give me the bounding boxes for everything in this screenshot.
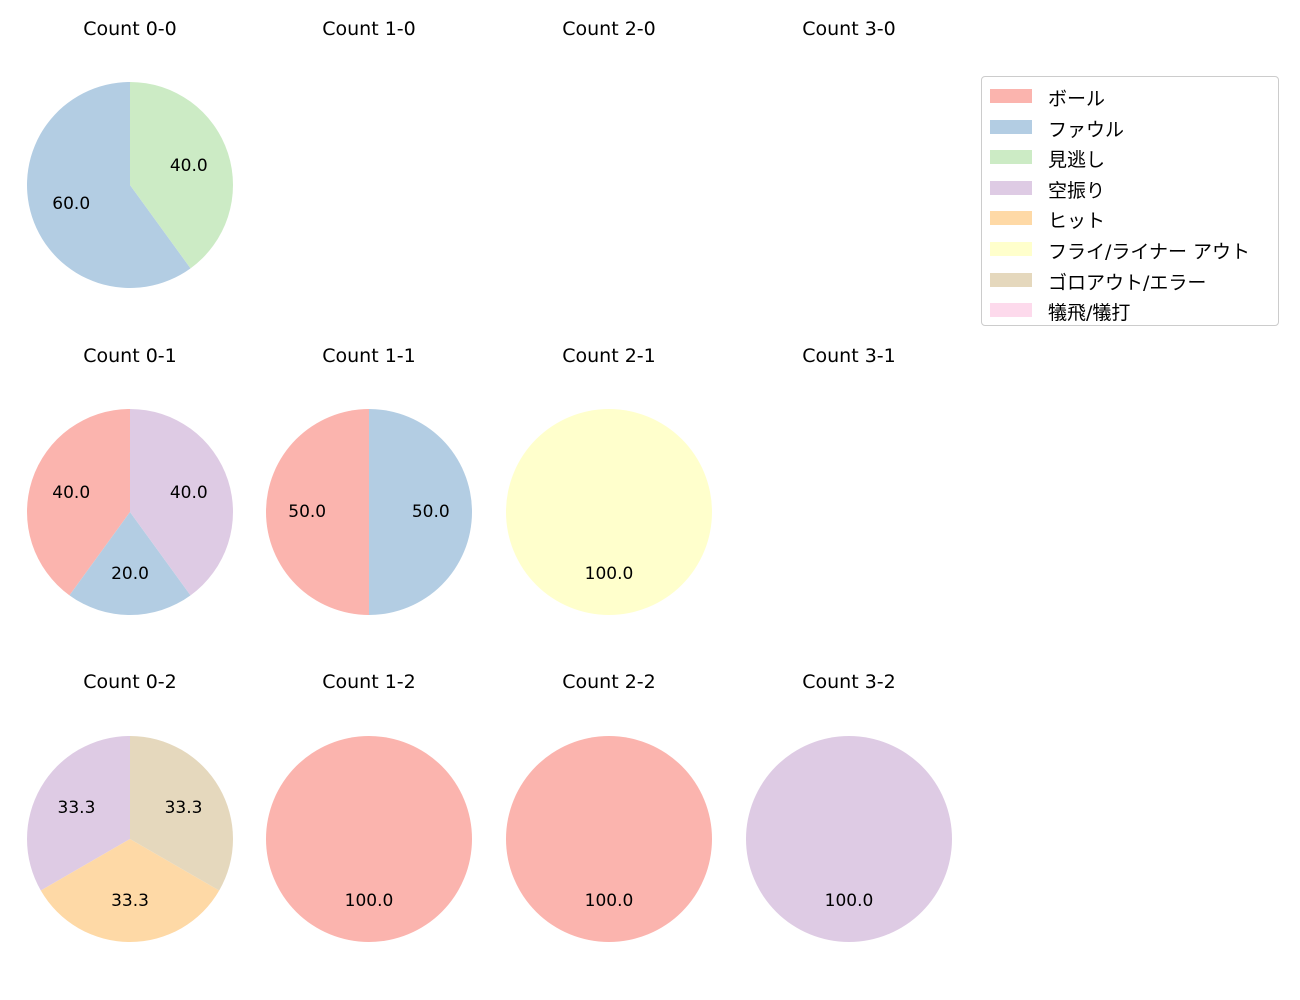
pie-count-0-1: Count 0-1 40.0 20.0 40.0 [27, 345, 233, 615]
pie-slice-count-1-1 [369, 409, 472, 615]
pie-slice-count-3-2 [746, 736, 952, 942]
pie-title: Count 1-2 [322, 671, 416, 693]
pie-slice-label: 50.0 [288, 502, 326, 522]
pie-slice-count-0-1 [130, 409, 233, 596]
legend-item-entry: ヒット [982, 203, 1278, 234]
pie-slice-label: 60.0 [52, 194, 90, 214]
legend-item-entry: ゴロアウト/エラー [982, 265, 1278, 296]
pie-count-2-1: Count 2-1 100.0 [506, 345, 712, 615]
pie-slice-count-0-2 [27, 736, 130, 891]
legend-swatch [990, 211, 1032, 226]
pie-slice-label: 50.0 [412, 502, 450, 522]
pie-title: Count 0-1 [83, 345, 177, 367]
pie-title: Count 3-1 [802, 345, 896, 367]
pie-slice-label: 33.3 [111, 891, 149, 911]
pie-slice-count-0-0 [26, 82, 191, 289]
pie-title: Count 1-0 [322, 18, 416, 40]
pie-count-2-2: Count 2-2 100.0 [506, 671, 712, 942]
legend-label: 見逃し [1048, 149, 1106, 172]
legend-item-entry: ボール [982, 81, 1278, 112]
legend-item-entry: フライ/ライナー アウト [982, 234, 1278, 265]
pie-count-0-0: Count 0-0 60.0 40.0 [26, 18, 233, 289]
pie-slice-count-0-1 [69, 512, 191, 615]
pie-slice-label: 33.3 [58, 798, 96, 818]
legend-swatch [990, 272, 1032, 287]
pie-count-0-2: Count 0-2 33.3 33.3 33.3 [27, 671, 233, 942]
pie-slice-label: 33.3 [165, 798, 203, 818]
pie-title: Count 2-0 [562, 18, 656, 40]
pie-count-3-1: Count 3-1 [802, 345, 896, 367]
pie-slice-label: 40.0 [52, 483, 90, 503]
legend-label: ボール [1048, 88, 1106, 110]
pie-count-2-0: Count 2-0 [562, 18, 656, 40]
pie-slice-label: 100.0 [345, 891, 394, 911]
pie-slice-count-0-2 [40, 839, 220, 942]
pie-slice-label: 100.0 [585, 564, 634, 584]
legend-label: 空振り [1048, 179, 1106, 202]
pie-slice-count-0-2 [130, 736, 233, 891]
legend-swatch [990, 303, 1032, 318]
legend-item-entry: 見逃し [982, 142, 1278, 173]
pie-slice-count-2-2 [506, 736, 712, 942]
pie-slice-count-2-1 [506, 409, 712, 615]
pie-title: Count 2-2 [562, 671, 656, 693]
legend-item-entry: 犠飛/犠打 [982, 295, 1278, 326]
legend-swatch [990, 89, 1032, 103]
pie-slice-label: 40.0 [170, 483, 208, 503]
pie-count-1-2: Count 1-2 100.0 [266, 671, 472, 942]
pie-count-3-0: Count 3-0 [802, 18, 896, 40]
pie-slice-count-0-1 [27, 409, 131, 596]
legend-swatch [990, 241, 1032, 256]
pie-slice-count-0-0 [130, 82, 233, 269]
legend-label: ファウル [1048, 118, 1125, 141]
pie-slice-label: 100.0 [585, 891, 634, 911]
pie-slice-count-1-1 [266, 409, 369, 615]
pie-count-1-1: Count 1-1 50.0 50.0 [266, 345, 472, 615]
pie-title: Count 3-0 [802, 18, 896, 40]
legend: ボールファウル見逃し空振りヒットフライ/ライナー アウト ゴロアウト/エラー 犠飛/… [981, 76, 1279, 326]
pie-title: Count 1-1 [322, 345, 416, 367]
legend-label: フライ/ライナー アウト [1048, 240, 1251, 263]
pie-count-3-2: Count 3-2 100.0 [746, 671, 952, 942]
pie-count-1-0: Count 1-0 [322, 18, 416, 40]
pie-title: Count 3-2 [802, 671, 896, 693]
pie-title: Count 0-2 [83, 671, 177, 693]
legend-swatch [990, 150, 1032, 165]
pie-slice-label: 20.0 [111, 564, 149, 584]
legend-label: 犠飛/犠打 [1048, 302, 1131, 325]
legend-item-entry: ファウル [982, 112, 1278, 143]
legend-label: ゴロアウト/エラー [1048, 271, 1207, 294]
legend-swatch [990, 119, 1032, 134]
legend-label: ヒット [1048, 210, 1106, 233]
pie-title: Count 2-1 [562, 345, 656, 367]
pie-slice-label: 100.0 [825, 891, 874, 911]
pie-slice-count-1-2 [266, 736, 472, 942]
legend-item-entry: 空振り [982, 173, 1278, 204]
pie-slice-label: 40.0 [170, 156, 208, 176]
pie-title: Count 0-0 [83, 18, 177, 40]
legend-swatch [990, 180, 1032, 195]
